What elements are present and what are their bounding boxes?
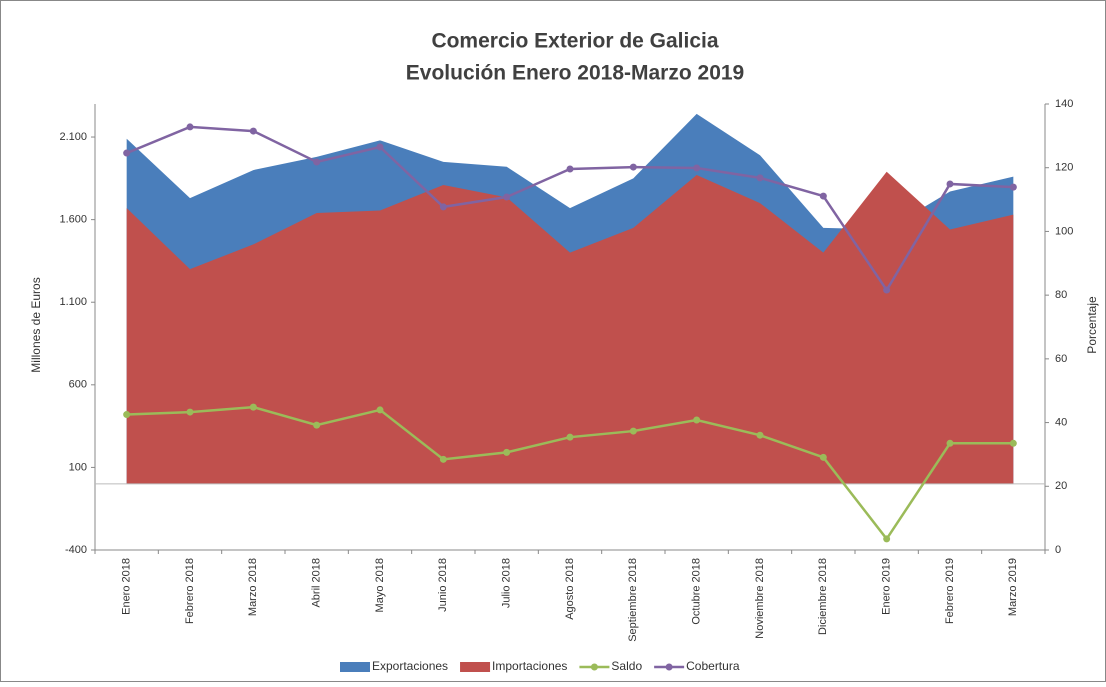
point bbox=[439, 203, 447, 211]
y-tick-label: -400 bbox=[65, 544, 87, 556]
y-tick-label: 2.100 bbox=[59, 131, 87, 143]
x-tick-label: Julio 2018 bbox=[501, 558, 513, 608]
y2-tick-label: 100 bbox=[1055, 225, 1073, 237]
point bbox=[249, 127, 257, 135]
legend-swatch bbox=[590, 663, 598, 671]
x-tick-label: Octubre 2018 bbox=[691, 558, 703, 625]
y2-tick-label: 60 bbox=[1055, 353, 1067, 365]
point bbox=[186, 408, 194, 416]
area bbox=[126, 171, 1014, 484]
y2-tick-label: 0 bbox=[1055, 544, 1061, 556]
x-tick-label: Noviembre 2018 bbox=[754, 558, 766, 639]
point bbox=[566, 433, 574, 441]
y-tick-label: 1.100 bbox=[59, 296, 87, 308]
y-axis-title: Millones de Euros bbox=[29, 277, 43, 372]
point bbox=[1009, 183, 1017, 191]
y-tick-label: 1.600 bbox=[59, 214, 87, 226]
legend-label: Importaciones bbox=[492, 659, 567, 673]
y-tick-label: 100 bbox=[69, 461, 87, 473]
y2-tick-label: 120 bbox=[1055, 162, 1073, 174]
y2-tick-label: 80 bbox=[1055, 289, 1067, 301]
y-tick-label: 600 bbox=[69, 379, 87, 391]
point bbox=[693, 416, 701, 424]
point bbox=[566, 165, 574, 173]
point bbox=[946, 439, 954, 447]
x-tick-label: Febrero 2018 bbox=[184, 558, 196, 624]
point bbox=[819, 192, 827, 200]
point bbox=[123, 149, 131, 157]
point bbox=[819, 453, 827, 461]
point bbox=[123, 411, 131, 419]
point bbox=[376, 406, 384, 414]
point bbox=[629, 427, 637, 435]
y2-axis-title: Porcentaje bbox=[1085, 296, 1099, 354]
legend-label: Exportaciones bbox=[372, 659, 448, 673]
legend-swatch bbox=[340, 662, 370, 672]
x-tick-label: Abril 2018 bbox=[311, 558, 323, 608]
x-tick-label: Junio 2018 bbox=[437, 558, 449, 612]
x-tick-label: Marzo 2018 bbox=[247, 558, 259, 616]
point bbox=[883, 535, 891, 543]
legend-label: Saldo bbox=[611, 659, 642, 673]
point bbox=[503, 193, 511, 201]
point bbox=[313, 421, 321, 429]
point bbox=[1009, 439, 1017, 447]
point bbox=[376, 143, 384, 151]
chart-subtitle: Evolución Enero 2018-Marzo 2019 bbox=[406, 62, 744, 85]
legend-label: Cobertura bbox=[686, 659, 740, 673]
x-tick-label: Enero 2019 bbox=[881, 558, 893, 615]
legend-swatch bbox=[665, 663, 673, 671]
chart-title: Comercio Exterior de Galicia bbox=[431, 30, 718, 53]
x-tick-label: Agosto 2018 bbox=[564, 558, 576, 620]
point bbox=[756, 174, 764, 182]
point bbox=[439, 455, 447, 463]
legend-swatch bbox=[460, 662, 491, 672]
x-tick-label: Marzo 2019 bbox=[1007, 558, 1019, 616]
point bbox=[946, 180, 954, 188]
y2-tick-label: 40 bbox=[1055, 416, 1067, 428]
point bbox=[756, 431, 764, 439]
y2-tick-label: 20 bbox=[1055, 480, 1067, 492]
point bbox=[313, 158, 321, 166]
point bbox=[249, 403, 257, 411]
point bbox=[186, 123, 194, 131]
point bbox=[693, 164, 701, 172]
point bbox=[883, 286, 891, 294]
point bbox=[629, 163, 637, 171]
point bbox=[503, 448, 511, 456]
y2-tick-label: 140 bbox=[1055, 98, 1073, 110]
x-tick-label: Febrero 2019 bbox=[944, 558, 956, 624]
x-tick-label: Diciembre 2018 bbox=[817, 558, 829, 635]
x-tick-label: Mayo 2018 bbox=[374, 558, 386, 612]
x-tick-label: Enero 2018 bbox=[121, 558, 133, 615]
x-tick-label: Septiembre 2018 bbox=[627, 558, 639, 642]
